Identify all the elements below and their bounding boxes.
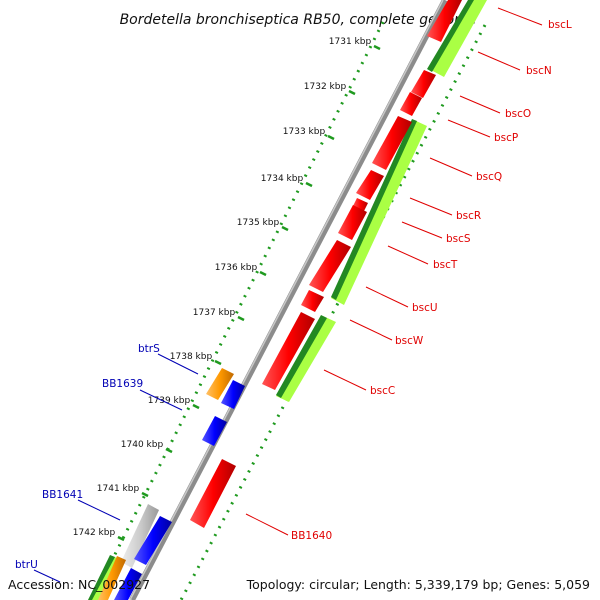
kbp-tick [305, 181, 313, 188]
gene-label-bscr[interactable]: bscR [456, 210, 481, 222]
gene-label-bscs[interactable]: bscS [446, 233, 471, 245]
gene-leader-line [77, 499, 121, 521]
kbp-label: 1738 kbp [170, 352, 213, 362]
gene-label-bb1641[interactable]: BB1641 [42, 489, 83, 501]
genome-backbone [129, 0, 448, 600]
gene-label-bscu[interactable]: bscU [412, 302, 438, 314]
gene-label-bb1640[interactable]: BB1640 [291, 530, 332, 542]
kbp-label: 1731 kbp [329, 37, 372, 47]
forward-genes [190, 0, 462, 528]
gene-label-bscn[interactable]: bscN [526, 65, 552, 77]
gene-leader-line [447, 119, 491, 138]
kbp-tick [327, 134, 335, 141]
gene-label-bb1639[interactable]: BB1639 [102, 378, 143, 390]
gene-leader-line [349, 319, 393, 341]
gene-leader-line [33, 569, 61, 583]
gene-leader-line [365, 286, 409, 308]
kbp-tick [192, 403, 200, 410]
other-features [98, 368, 245, 600]
gene-leader-line [477, 51, 521, 71]
outer-tick-ring [90, 21, 385, 600]
kbp-label: 1734 kbp [261, 174, 304, 184]
cog-bands [88, 0, 487, 600]
gene-leader-line [387, 245, 429, 265]
gene-leader-line [459, 95, 501, 114]
accession-text: Accession: NC_002927 [8, 577, 151, 592]
kbp-tick [259, 270, 267, 277]
kbp-tick [117, 535, 125, 542]
gene-label-bscw[interactable]: bscW [395, 335, 424, 347]
kbp-tick [373, 44, 381, 51]
kbp-tick [141, 491, 149, 498]
kbp-tick [214, 359, 222, 366]
kbp-label: 1732 kbp [304, 82, 347, 92]
inner-tick-ring [179, 24, 487, 600]
gene-leader-line [245, 513, 289, 536]
gene-label-bsct[interactable]: bscT [433, 259, 458, 271]
gene-label-bsco[interactable]: bscO [505, 108, 531, 120]
kbp-labels: 1731 kbp 1732 kbp 1733 kbp 1734 kbp 1735 kbp… [73, 37, 381, 542]
gene-leader-line [497, 7, 543, 26]
summary-text: Topology: circular; Length: 5,339,179 bp… [246, 577, 590, 592]
gene-label-bscc[interactable]: bscC [370, 385, 395, 397]
gene-labels: bscL bscN bscO bscP bscQ bscR bscS bscT bscU bscW… [15, 7, 572, 583]
kbp-tick [165, 447, 173, 454]
gene-label-bscl[interactable]: bscL [548, 19, 572, 31]
gene-label-btru[interactable]: btrU [15, 559, 38, 571]
gene-label-bscq[interactable]: bscQ [476, 171, 502, 183]
gene-label-bscp[interactable]: bscP [494, 132, 518, 144]
gene-leader-line [157, 353, 199, 375]
kbp-label: 1733 kbp [283, 127, 326, 137]
gene-leader-line [401, 221, 443, 239]
kbp-label: 1735 kbp [237, 218, 280, 228]
kbp-tick [348, 89, 356, 96]
genome-backbone-highlight [129, 0, 444, 600]
gene-leader-line [409, 197, 453, 216]
kbp-label: 1739 kbp [148, 396, 191, 406]
kbp-label: 1741 kbp [97, 484, 140, 494]
gene-leader-line [429, 157, 473, 177]
kbp-tick [237, 315, 245, 322]
kbp-label: 1736 kbp [215, 263, 258, 273]
kbp-tick [281, 225, 289, 232]
map-title: Bordetella bronchiseptica RB50, complete… [120, 12, 477, 28]
gene-leader-line [139, 389, 183, 411]
kbp-label: 1740 kbp [121, 440, 164, 450]
kbp-label: 1737 kbp [193, 308, 236, 318]
gene-label-btrs[interactable]: btrS [138, 343, 160, 355]
kbp-label: 1742 kbp [73, 528, 116, 538]
gene-leader-line [323, 369, 367, 391]
